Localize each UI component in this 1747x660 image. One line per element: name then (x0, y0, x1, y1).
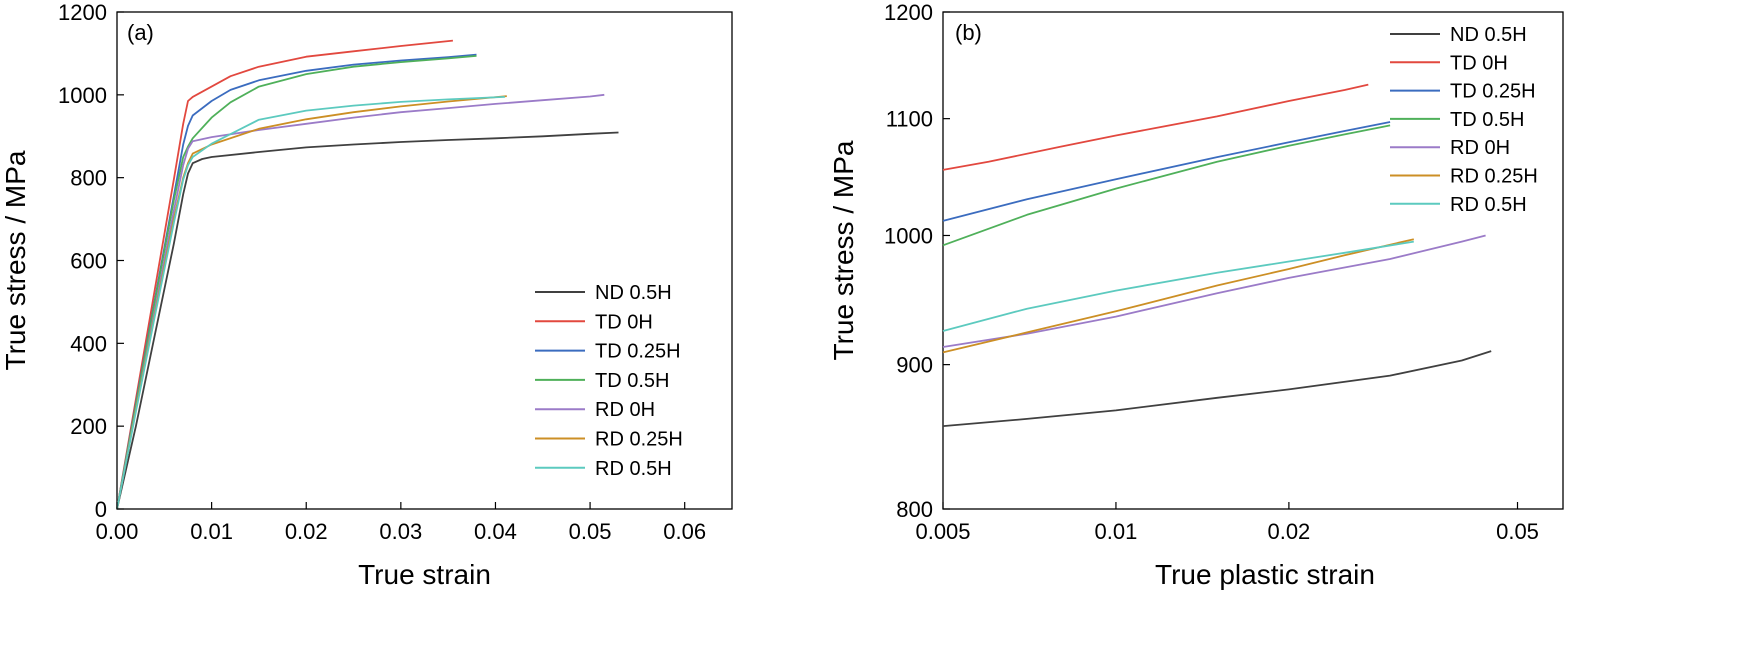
x-tick-label: 0.04 (474, 519, 517, 544)
plot-frame (942, 11, 1564, 510)
legend-label: RD 0.5H (595, 458, 672, 480)
series-line-4 (942, 234, 1486, 348)
chart-panel-a: (a) 0.00 0.01 0.02 0.03 0.04 0.05 0.06 0 200 400 6… (0, 0, 733, 590)
y-tick-label: 1000 (58, 83, 107, 108)
legend-label: TD 0.5H (1450, 109, 1524, 131)
y-axis-title: True stress / MPa (828, 140, 859, 360)
x-tick-label: 0.05 (569, 519, 612, 544)
plot-frame (116, 11, 733, 510)
x-tick-label: 0.05 (1496, 519, 1539, 544)
x-axis-title: True strain (358, 559, 491, 590)
x-tick-label: 0.01 (1095, 519, 1138, 544)
y-tick-label: 800 (896, 497, 933, 522)
x-tick-label: 0.01 (190, 519, 233, 544)
y-tick-label: 200 (70, 414, 107, 439)
series-line-1 (942, 83, 1369, 171)
y-tick-label: 1000 (884, 223, 933, 248)
x-tick-label: 0.02 (1267, 519, 1310, 544)
tick-layer: 0.005 0.01 0.02 0.05 800 900 1000 1100 1200 (884, 0, 1539, 544)
legend-label: TD 0.25H (1450, 81, 1536, 103)
series-line-0 (942, 350, 1492, 427)
x-axis-title: True plastic strain (1155, 559, 1375, 590)
y-tick-label: 800 (70, 166, 107, 191)
series-line-5 (942, 238, 1415, 354)
legend-label: TD 0H (1450, 52, 1508, 74)
series-line-6 (116, 96, 505, 510)
series-line-0 (116, 131, 619, 510)
y-axis-title: True stress / MPa (0, 150, 31, 370)
series-line-3 (942, 124, 1391, 247)
legend-label: TD 0.25H (595, 341, 681, 363)
x-tick-label: 0.06 (663, 519, 706, 544)
legend-label: TD 0H (595, 311, 653, 333)
x-tick-label: 0.005 (915, 519, 970, 544)
legend-label: RD 0.25H (595, 429, 683, 451)
y-tick-label: 0 (95, 497, 107, 522)
legend-label: RD 0.5H (1450, 194, 1527, 216)
series-layer (942, 83, 1492, 427)
legend-label: RD 0H (1450, 137, 1510, 159)
series-line-2 (942, 121, 1391, 222)
series-line-4 (116, 93, 605, 510)
legend-label: ND 0.5H (1450, 24, 1527, 46)
y-tick-label: 1200 (884, 0, 933, 25)
legend-label: RD 0.25H (1450, 166, 1538, 188)
legend: ND 0.5H TD 0H TD 0.25H TD 0.5H RD 0H RD 0.25H… (535, 282, 683, 480)
series-line-6 (942, 240, 1414, 332)
y-tick-label: 900 (896, 353, 933, 378)
legend: ND 0.5H TD 0H TD 0.25H TD 0.5H RD 0H RD 0.25H… (1390, 24, 1538, 216)
y-tick-label: 600 (70, 249, 107, 274)
series-line-1 (116, 39, 453, 510)
x-tick-label: 0.03 (379, 519, 422, 544)
legend-label: ND 0.5H (595, 282, 672, 304)
series-layer (116, 39, 619, 510)
panel-label: (a) (127, 20, 154, 45)
tick-layer: 0.00 0.01 0.02 0.03 0.04 0.05 0.06 0 200 400 600 80… (58, 0, 706, 544)
y-tick-label: 400 (70, 331, 107, 356)
x-tick-label: 0.00 (96, 519, 139, 544)
series-line-3 (116, 55, 477, 510)
legend-label: TD 0.5H (595, 370, 669, 392)
panel-label: (b) (955, 20, 982, 45)
x-tick-label: 0.02 (285, 519, 328, 544)
legend-label: RD 0H (595, 399, 655, 421)
y-tick-label: 1200 (58, 0, 107, 25)
y-tick-label: 1100 (886, 107, 933, 132)
chart-panel-b: (b) 0.005 0.01 0.02 0.05800900100011001200 … (828, 0, 1564, 590)
